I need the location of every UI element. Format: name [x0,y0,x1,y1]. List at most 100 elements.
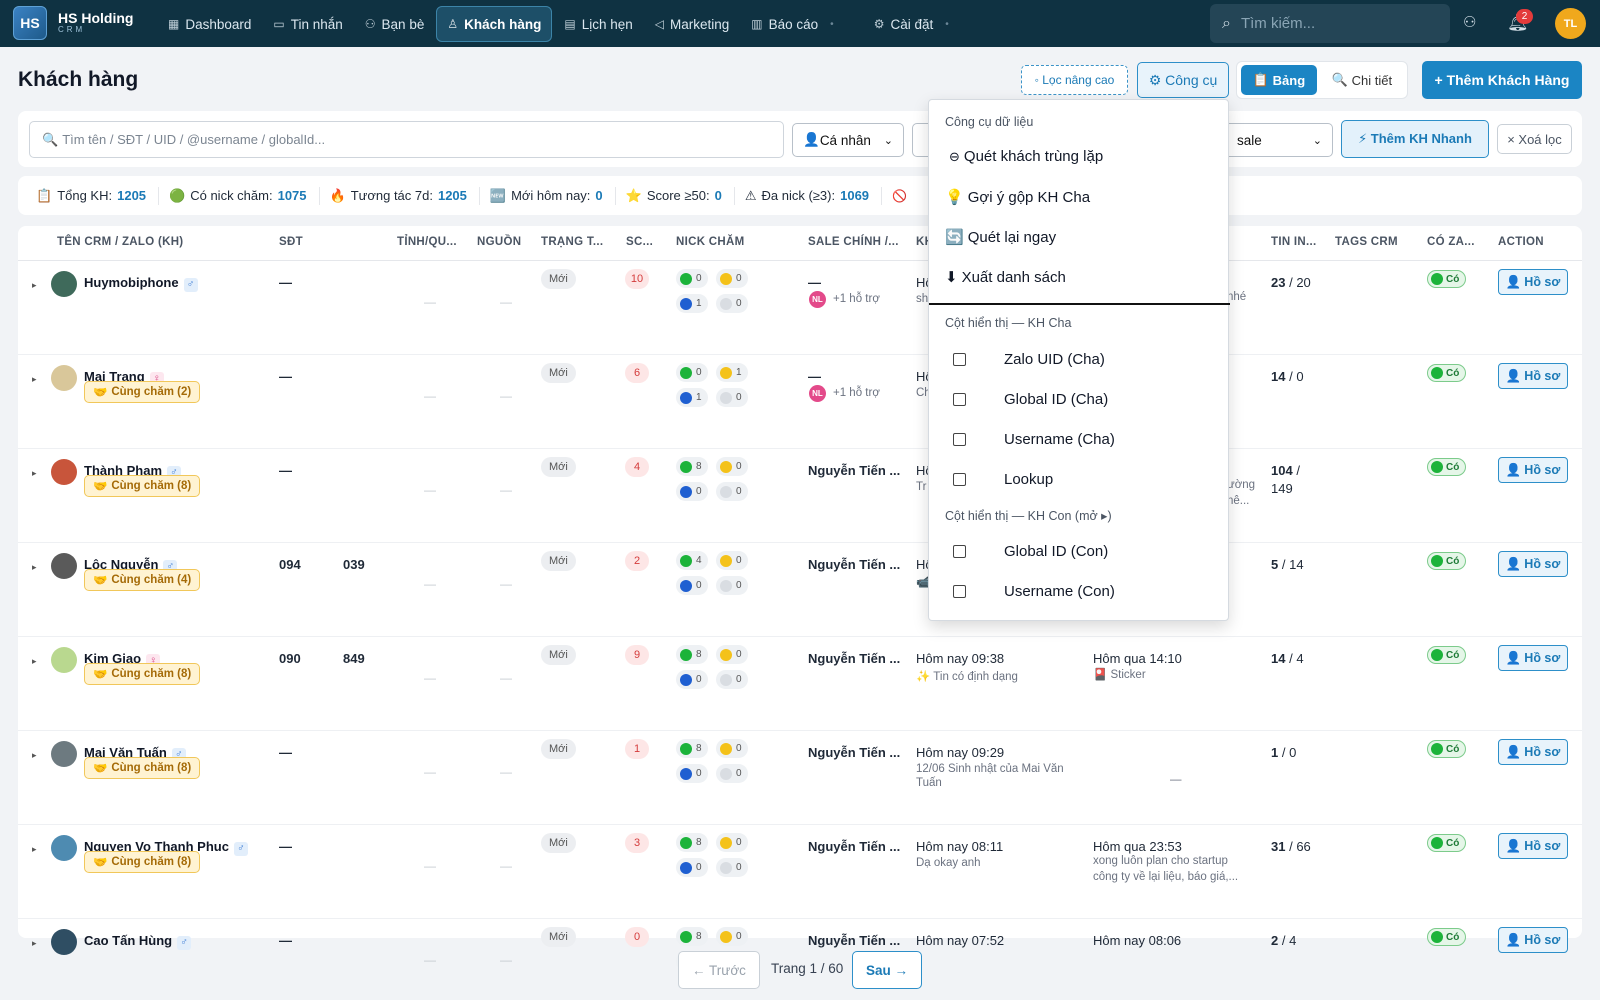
col-phone[interactable]: SĐT [279,236,303,248]
sale-owner[interactable]: Nguyễn Tiến ... [808,557,901,572]
table-row[interactable] [18,261,1582,355]
table-row[interactable] [18,543,1582,637]
prev-page-button[interactable]: ← Trước [678,951,760,989]
expand-icon[interactable]: ▸ [32,374,37,384]
customer-name[interactable]: Mai Trang [84,369,145,384]
profile-button[interactable]: 👤 Hồ sơ [1498,739,1568,765]
col-status[interactable]: TRẠNG T... [541,236,604,248]
co-care-badge[interactable]: 🤝 Cùng chăm (2) [84,381,201,403]
col-toggle-username-child[interactable]: Username (Con) [953,583,1115,600]
col-sale[interactable]: SALE CHÍNH /... [808,236,899,248]
sale-owner[interactable]: Nguyễn Tiến ... [808,839,901,854]
status-badge[interactable]: Mới [541,645,576,665]
stat-multi-nick[interactable]: ⚠ Đa nick (≥3): 1069 [745,186,883,205]
customer-name[interactable]: Nguyen Vo Thanh Phuc [84,839,229,854]
stat-total[interactable]: 📋 Tổng KH: 1205 [36,186,160,205]
co-care-badge[interactable]: 🤝 Cùng chăm (8) [84,851,201,873]
status-badge[interactable]: Mới [541,833,576,853]
col-nick[interactable]: NICK CHĂM [676,236,745,248]
rescan-item[interactable]: 🔄 Quét lại ngay [945,228,1056,247]
expand-icon[interactable]: ▸ [32,938,37,948]
sale-owner[interactable]: Nguyễn Tiến ... [808,651,901,666]
checkbox[interactable] [953,473,966,486]
view-detail-button[interactable]: 🔍 Chi tiết [1322,65,1402,95]
expand-icon[interactable]: ▸ [32,562,37,572]
search-input[interactable]: Tìm kiếm... [1240,15,1316,32]
table-row[interactable] [18,449,1582,543]
col-tags[interactable]: TAGS CRM [1335,236,1398,248]
nav-dashboard[interactable]: ▦ Dashboard [158,6,261,42]
col-source[interactable]: NGUỒN [477,236,522,248]
co-care-badge[interactable]: 🤝 Cùng chăm (8) [84,475,201,497]
global-search[interactable]: ⌕ Tìm kiếm... [1210,4,1450,43]
profile-button[interactable]: 👤 Hồ sơ [1498,833,1568,859]
customer-type-select[interactable]: 👤 Cá nhân ⌄ [792,123,904,157]
profile-button[interactable]: 👤 Hồ sơ [1498,457,1568,483]
quick-add-button[interactable]: ⚡ Thêm KH Nhanh [1341,120,1489,158]
customer-name[interactable]: Thành Phạm [84,463,163,478]
nav-customers[interactable]: ♙ Khách hàng [436,6,553,42]
export-list-item[interactable]: ⬇ Xuất danh sách [945,268,1066,287]
checkbox[interactable] [953,545,966,558]
profile-button[interactable]: 👤 Hồ sơ [1498,363,1568,389]
nav-settings[interactable]: ⚙ Cài đặt • [864,6,959,42]
advanced-filter-button[interactable]: ◦ Lọc nâng cao [1021,65,1128,95]
checkbox[interactable] [953,585,966,598]
table-row[interactable] [18,637,1582,731]
col-toggle-global-id-parent[interactable]: Global ID (Cha) [953,391,1108,408]
sale-owner[interactable]: Nguyễn Tiến ... [808,933,901,948]
expand-icon[interactable]: ▸ [32,750,37,760]
co-care-badge[interactable]: 🤝 Cùng chăm (8) [84,663,201,685]
col-name[interactable]: TÊN CRM / ZALO (KH) [57,236,184,248]
expand-icon[interactable]: ▸ [32,468,37,478]
tools-button[interactable]: ⚙ Công cụ [1137,62,1229,98]
table-row[interactable] [18,355,1582,449]
profile-button[interactable]: 👤 Hồ sơ [1498,269,1568,295]
expand-icon[interactable]: ▸ [32,280,37,290]
customer-search-input[interactable]: 🔍 Tìm tên / SĐT / UID / @username / globa… [29,121,784,158]
stat-new-today[interactable]: 🆕 Mới hôm nay: 0 [490,186,616,205]
profile-button[interactable]: 👤 Hồ sơ [1498,551,1568,577]
add-customer-button[interactable]: + Thêm Khách Hàng [1422,61,1582,99]
co-care-badge[interactable]: 🤝 Cùng chăm (4) [84,569,201,591]
users-icon[interactable]: ⚇ [1463,14,1477,31]
col-toggle-zalo-uid-parent[interactable]: Zalo UID (Cha) [953,351,1105,368]
nav-friends[interactable]: ⚇ Bạn bè [355,6,435,42]
customer-name[interactable]: Kim Giao [84,651,142,666]
col-messages[interactable]: TIN IN... [1271,236,1317,248]
nav-appointments[interactable]: ▤ Lịch hẹn [554,6,642,42]
checkbox[interactable] [953,353,966,366]
nav-messages[interactable]: ▭ Tin nhắn [263,6,352,42]
col-action[interactable]: ACTION [1498,236,1544,248]
stat-score[interactable]: ⭐ Score ≥50: 0 [626,186,735,205]
stat-has-nick[interactable]: 🟢 Có nick chăm: 1075 [169,186,320,205]
profile-button[interactable]: 👤 Hồ sơ [1498,927,1568,953]
col-province[interactable]: TỈNH/QU... [397,236,457,248]
nav-marketing[interactable]: ◁ Marketing [645,6,740,42]
customer-name-cell[interactable]: Mai Trang ♀ [84,369,164,386]
customer-name[interactable]: Mai Văn Tuấn [84,745,167,760]
col-has-zalo[interactable]: CÓ ZA... [1427,236,1475,248]
status-badge[interactable]: Mới [541,269,576,289]
col-toggle-lookup[interactable]: Lookup [953,471,1053,488]
sale-owner[interactable]: Nguyễn Tiến ... [808,745,901,760]
expand-icon[interactable]: ▸ [32,656,37,666]
col-toggle-global-id-child[interactable]: Global ID (Con) [953,543,1108,560]
customer-name-cell[interactable]: Huymobiphone ♂ [84,275,198,292]
next-page-button[interactable]: Sau → [852,951,922,989]
status-badge[interactable]: Mới [541,551,576,571]
profile-button[interactable]: 👤 Hồ sơ [1498,645,1568,671]
checkbox[interactable] [953,433,966,446]
customer-name[interactable]: Cao Tấn Hùng [84,933,173,948]
sale-owner[interactable]: — [808,275,821,290]
customer-name-cell[interactable]: Cao Tấn Hùng ♂ [84,933,192,950]
col-score[interactable]: SC... [626,236,654,248]
table-row[interactable] [18,731,1582,825]
expand-icon[interactable]: ▸ [32,844,37,854]
customer-name-cell[interactable]: Nguyen Vo Thanh Phuc ♂ [84,839,248,856]
customer-name[interactable]: Lộc Nguyễn [84,557,159,572]
suggest-merge-item[interactable]: 💡 Gợi ý gộp KH Cha [945,188,1090,207]
status-badge[interactable]: Mới [541,927,576,947]
co-care-badge[interactable]: 🤝 Cùng chăm (8) [84,757,201,779]
sale-owner[interactable]: — [808,369,821,384]
